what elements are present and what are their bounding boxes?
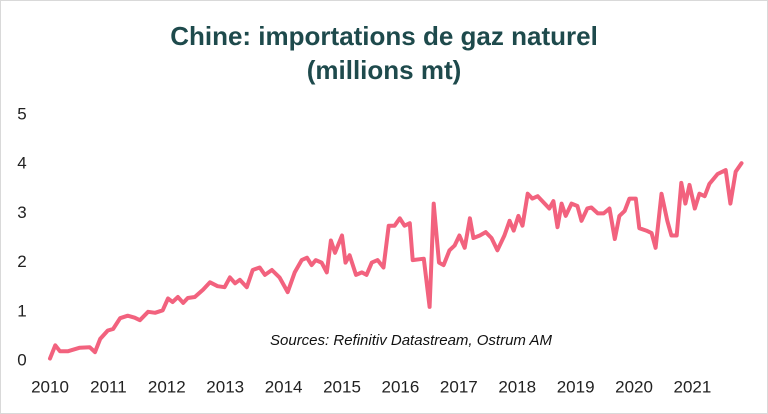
x-tick-label: 2017: [440, 377, 478, 396]
x-tick-label: 2010: [31, 377, 69, 396]
annotation: Sources: Refinitiv Datastream, Ostrum AM: [270, 332, 553, 349]
chart-title: (millions mt): [307, 55, 462, 85]
x-tick-label: 2015: [323, 377, 361, 396]
data-line: [48, 161, 744, 361]
x-tick-label: 2020: [615, 377, 653, 396]
x-tick-label: 2011: [90, 377, 127, 396]
x-tick-label: 2013: [206, 377, 244, 396]
y-tick-label: 5: [17, 104, 26, 123]
x-tick-label: 2016: [382, 377, 420, 396]
y-tick-label: 0: [17, 350, 26, 369]
x-tick-label: 2021: [674, 377, 712, 396]
y-tick-label: 1: [17, 301, 26, 320]
y-tick-label: 4: [17, 154, 26, 173]
x-tick-label: 2019: [557, 377, 595, 396]
x-tick-label: 2018: [498, 377, 536, 396]
y-tick-label: 3: [17, 203, 26, 222]
x-tick-label: 2014: [265, 377, 303, 396]
y-tick-label: 2: [17, 252, 26, 271]
x-tick-label: 2012: [148, 377, 186, 396]
chart-title: Chine: importations de gaz naturel: [170, 21, 598, 51]
